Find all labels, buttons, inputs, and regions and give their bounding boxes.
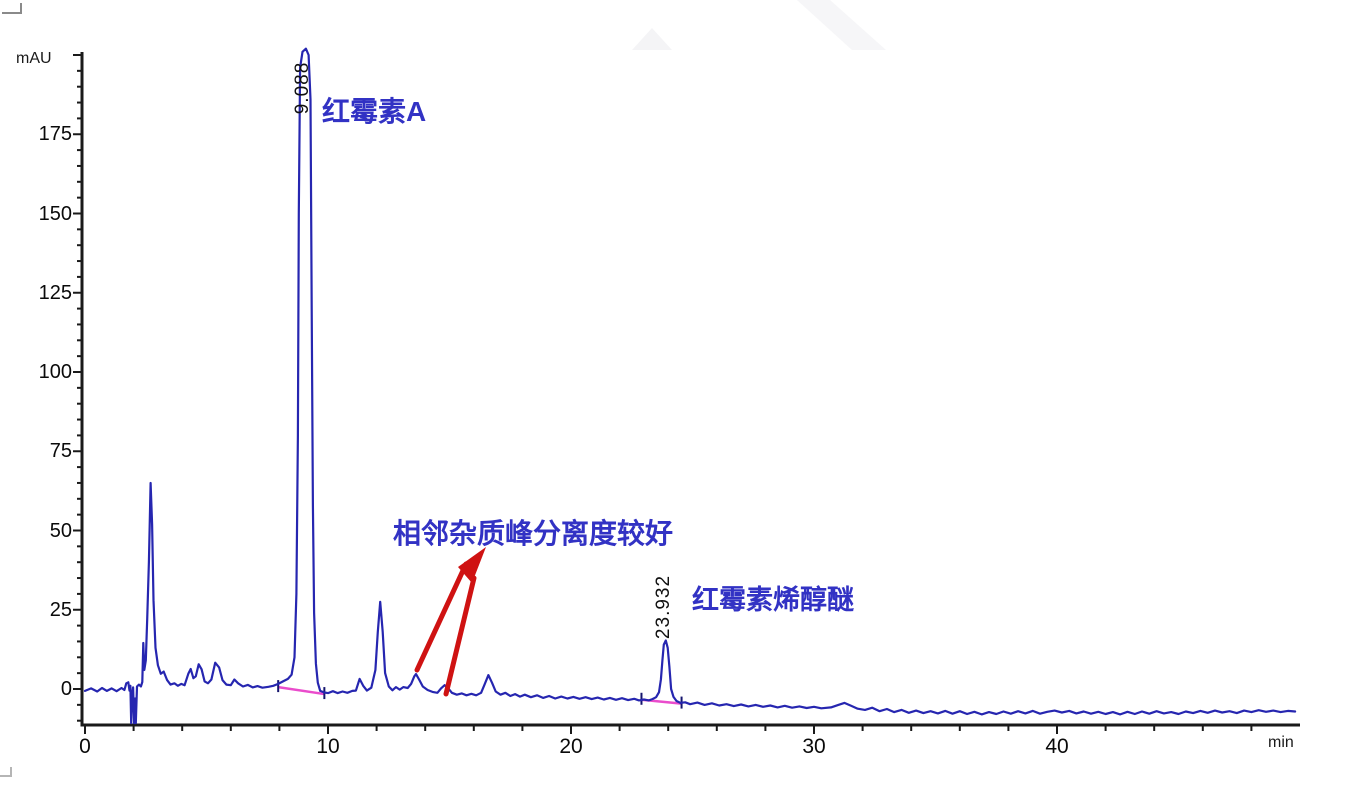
y-ticks: [73, 54, 82, 722]
watermark-shapes: [632, 0, 886, 50]
peak-retention-label-erythromycin-a: 9.088: [292, 61, 313, 115]
y-tick-label: 50: [49, 519, 72, 542]
x-axis-unit-label: min: [1268, 734, 1294, 751]
x-tick-label: 10: [316, 735, 340, 758]
y-tick-label: 75: [49, 440, 72, 463]
y-tick-label: 125: [38, 281, 72, 304]
peak-name-label-erythromycin-a: 红霉素A: [322, 96, 427, 127]
x-tick-label: 30: [802, 735, 826, 758]
integration-baseline: [277, 685, 325, 696]
peak-name-label-enol-ether: 红霉素烯醇醚: [692, 585, 854, 615]
corner-mark-top-left-icon: [2, 3, 22, 14]
axes: [80, 52, 1300, 727]
x-tick-label: 0: [79, 735, 91, 758]
x-ticks: [84, 725, 1253, 734]
y-axis-unit-label: mAU: [16, 50, 52, 67]
resolution-arrows: [414, 547, 486, 697]
red-arrow-head-icon: [458, 547, 486, 583]
chromatogram-trace: [83, 47, 1297, 725]
red-arrow-line: [443, 575, 477, 697]
resolution-annotation: 相邻杂质峰分离度较好: [393, 518, 674, 549]
y-tick-label: 100: [38, 361, 72, 383]
corner-mark-bottom-left-icon: [0, 767, 12, 777]
red-arrow-line: [414, 561, 469, 673]
x-tick-label: 40: [1045, 735, 1069, 758]
y-tick-label: 25: [49, 598, 72, 621]
y-tick-label: 175: [38, 123, 72, 146]
y-tick-label: 150: [38, 202, 72, 225]
y-tick-label: 0: [60, 678, 72, 700]
peak-retention-label-enol-ether: 23.932: [653, 574, 674, 640]
x-tick-label: 20: [559, 735, 583, 758]
